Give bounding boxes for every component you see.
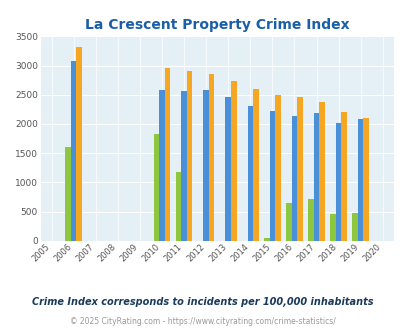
Bar (230, 81, 236, 241)
Bar (264, 238, 269, 241)
Bar (269, 111, 275, 241)
Bar (159, 90, 164, 241)
Bar (65, 148, 71, 241)
Bar (318, 102, 324, 241)
Bar (313, 114, 318, 241)
Bar (307, 199, 313, 241)
Bar (357, 119, 362, 241)
Bar (225, 97, 230, 241)
Bar (291, 116, 296, 241)
Bar (76, 47, 82, 241)
Title: La Crescent Property Crime Index: La Crescent Property Crime Index (85, 18, 349, 32)
Bar (181, 91, 186, 241)
Bar (341, 112, 346, 241)
Bar (153, 134, 159, 241)
Bar (203, 90, 209, 241)
Bar (247, 106, 252, 241)
Bar (362, 118, 368, 241)
Text: © 2025 CityRating.com - https://www.cityrating.com/crime-statistics/: © 2025 CityRating.com - https://www.city… (70, 317, 335, 326)
Bar (296, 96, 302, 241)
Text: Crime Index corresponds to incidents per 100,000 inhabitants: Crime Index corresponds to incidents per… (32, 297, 373, 307)
Bar (209, 74, 214, 241)
Bar (71, 61, 76, 241)
Bar (275, 95, 280, 241)
Bar (352, 213, 357, 241)
Bar (175, 172, 181, 241)
Bar (186, 71, 192, 241)
Bar (252, 89, 258, 241)
Bar (286, 204, 291, 241)
Bar (330, 214, 335, 241)
Bar (335, 123, 341, 241)
Bar (164, 68, 170, 241)
